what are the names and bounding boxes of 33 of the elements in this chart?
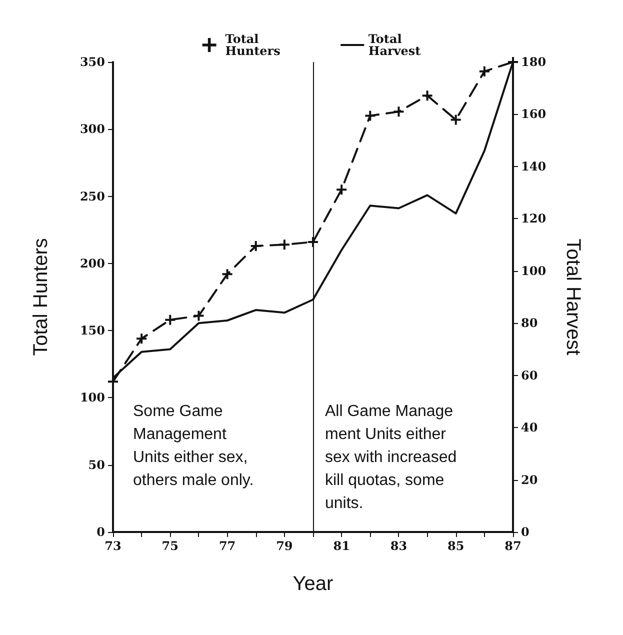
x-tick-label: 75	[162, 539, 178, 553]
y2-tick-label: 140	[521, 159, 546, 174]
y-axis-title: Total Hunters	[30, 238, 52, 356]
x-tick-label: 87	[504, 539, 522, 553]
x-tick-label: 77	[218, 539, 236, 553]
y-tick-label: 150	[80, 324, 105, 338]
y-tick-label: 300	[80, 122, 105, 136]
y2-tick-label: 180	[521, 55, 546, 69]
annotation: All Game Manage ment Units either sex with increased kill quotas, some units.	[325, 403, 457, 512]
annotation: Some Game Management Units either sex, others male only.	[133, 403, 254, 489]
x-tick-label: 85	[448, 539, 464, 553]
y2-tick-label: 40	[521, 420, 538, 435]
x-tick-label: 81	[333, 539, 350, 553]
y2-tick-label: 160	[521, 107, 546, 122]
y-tick-label: 350	[80, 55, 105, 69]
y2-axis-title: Total Harvest	[562, 238, 584, 356]
y-tick-label: 0	[96, 525, 105, 539]
x-tick-label: 79	[276, 539, 293, 553]
y2-tick-label: 20	[521, 472, 538, 487]
y2-tick-label: 60	[521, 368, 538, 382]
y-tick-label: 200	[80, 256, 105, 270]
y2-tick-label: 80	[521, 316, 538, 330]
legend-label: Total Hunters	[225, 32, 281, 58]
y2-tick-label: 0	[521, 525, 530, 539]
y-tick-label: 50	[88, 458, 105, 472]
legend-label: Total Harvest	[368, 32, 422, 58]
y2-tick-label: 100	[521, 264, 546, 278]
x-tick-label: 73	[104, 539, 122, 553]
y-tick-label: 250	[80, 189, 105, 204]
x-axis-title: Year	[292, 573, 334, 595]
y2-tick-label: 120	[521, 212, 546, 226]
y-tick-label: 100	[80, 390, 105, 405]
x-tick-label: 83	[390, 539, 408, 553]
